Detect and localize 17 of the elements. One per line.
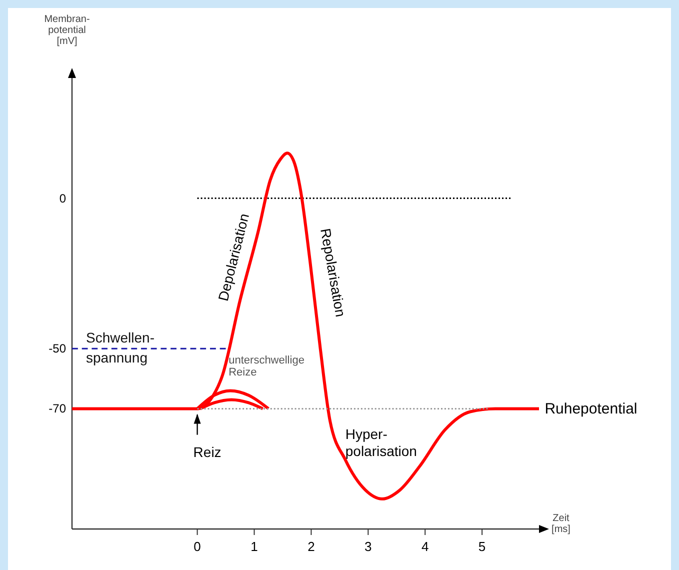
y-axis-title: Membran- potential [mV] (44, 14, 90, 47)
annotation: Hyper- polarisation (345, 426, 417, 459)
x-tick-label: 3 (364, 539, 372, 554)
x-tick-label: 5 (478, 539, 486, 554)
series-label: Schwellen- spannung (86, 330, 155, 366)
annotation: Reiz (193, 444, 222, 460)
x-tick-label: 0 (194, 539, 201, 554)
y-tick-label: -50 (48, 342, 66, 356)
y-tick-label: 0 (59, 191, 66, 206)
text: Ruhepotential (544, 400, 638, 418)
annotation: Repolarisation (318, 227, 349, 318)
annotation: unterschwellige Reize (228, 354, 304, 379)
x-tick-label: 2 (308, 539, 315, 554)
x-tick-label: 4 (421, 539, 429, 554)
y-tick-label: -70 (48, 402, 66, 416)
x-axis-title: Zeit [ms] (552, 513, 571, 535)
x-tick-label: 1 (250, 539, 258, 554)
